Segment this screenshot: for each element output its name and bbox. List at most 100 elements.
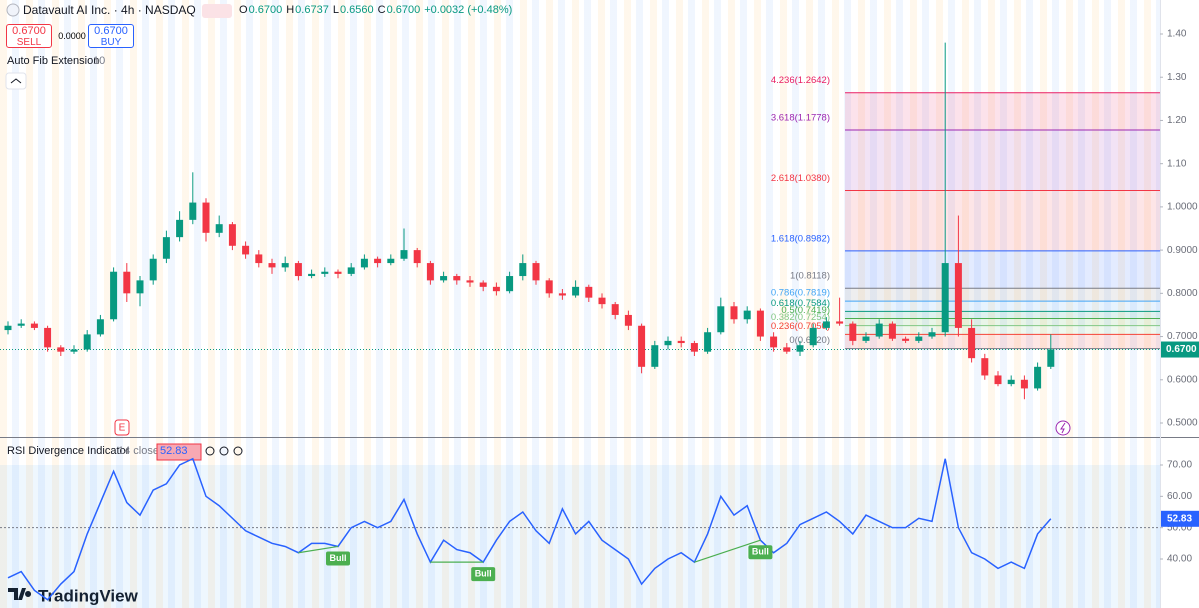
ohlc-key: H [286, 4, 295, 16]
brand-name: TradingView [38, 586, 139, 605]
candle-body [413, 250, 421, 264]
sell-button[interactable]: 0.6700 SELL [6, 24, 52, 48]
candle-body [624, 314, 632, 326]
fib-label: 0(0.6720) [789, 335, 830, 346]
price-tick-label: 1.0000 [1167, 202, 1198, 213]
candle-body [836, 321, 844, 324]
candle-body [123, 271, 131, 294]
fib-label: 0.236(0.7050) [771, 321, 830, 332]
candle-body [704, 332, 712, 352]
fib-label: 1(0.8118) [790, 271, 830, 282]
sell-label: SELL [16, 37, 42, 48]
candle-body [783, 347, 791, 352]
candle-body [717, 306, 725, 333]
rsi-value-box [156, 443, 202, 461]
price-tick-label: 0.9000 [1167, 245, 1198, 256]
candle-body [453, 276, 461, 281]
candle-body [968, 327, 976, 359]
earnings-label: E [119, 423, 126, 434]
buy-price: 0.6700 [94, 25, 128, 37]
buy-button[interactable]: 0.6700 BUY [88, 24, 134, 48]
rsi-tag [1161, 510, 1199, 527]
rsi-tick-label: 40.00 [1167, 554, 1192, 565]
collapse-icon [10, 78, 22, 84]
earnings-event[interactable] [114, 419, 130, 436]
rsi-line [7, 457, 1052, 601]
ohlc-value: 0.6560 [339, 4, 374, 16]
candle-body [981, 358, 989, 376]
bull-badge [326, 551, 350, 566]
rsi-value: 52.83 [160, 445, 188, 457]
divergence-line [298, 545, 339, 554]
fib-zone [845, 311, 1160, 319]
candle-body [915, 336, 923, 341]
candle-body [479, 282, 487, 287]
candle-body [532, 263, 540, 281]
candle-body [941, 263, 949, 333]
candle-body [743, 310, 751, 320]
candle-body [17, 323, 25, 326]
fib-label: 0.5(0.7419) [781, 305, 830, 316]
rsi-tag-label: 52.83 [1167, 513, 1192, 524]
candle-body [321, 271, 329, 274]
candle-body [875, 323, 883, 337]
event-icon [1060, 422, 1066, 434]
fib-zone [845, 288, 1160, 302]
price-tick-label: 1.10 [1167, 158, 1187, 169]
price-tick-label: 0.7000 [1167, 331, 1198, 342]
fib-zone [845, 190, 1160, 251]
candle-body [611, 304, 619, 315]
rsi-tick-label: 70.00 [1167, 460, 1192, 471]
candle-body [281, 263, 289, 268]
price-tick-label: 0.6000 [1167, 374, 1198, 385]
rsi-tick-label: 60.00 [1167, 491, 1192, 502]
session-stripes [0, 0, 1160, 608]
rsi-tick-label: 50.00 [1167, 522, 1192, 533]
rsi-band [0, 465, 1160, 608]
candle-body [585, 286, 593, 298]
fib-zone [845, 130, 1160, 191]
symbol-icon [6, 3, 20, 17]
candle-body [347, 267, 355, 274]
candle-body [796, 345, 804, 352]
candle-body [1020, 379, 1028, 389]
flag[interactable] [202, 4, 232, 18]
ohlc-key: O [239, 4, 248, 16]
candle-body [30, 323, 38, 328]
last-price-tag [1161, 341, 1199, 358]
rsi-params: 14 close [118, 445, 159, 457]
fib-label: 3.618(1.1778) [771, 113, 830, 124]
candle-body [228, 224, 236, 246]
dividend-event[interactable] [1055, 420, 1071, 436]
ohlc-value: 0.6737 [295, 4, 329, 16]
candle-body [110, 271, 118, 320]
price-tick-label: 0.5000 [1167, 418, 1198, 429]
candle-body [1047, 349, 1055, 367]
candle-body [83, 334, 91, 350]
bull-badge [748, 545, 773, 560]
bull-label: Bull [475, 569, 492, 579]
candle-body [360, 258, 368, 268]
rsi-name: RSI Divergence Indicator [7, 445, 130, 457]
candle-body [770, 336, 778, 348]
candle-body [558, 293, 566, 296]
candle-body [902, 338, 910, 341]
candle-body [57, 347, 65, 352]
candle-body [862, 336, 870, 341]
bull-label: Bull [752, 547, 769, 557]
ohlc: O0.6700 H0.6737 L0.6560 C0.6700 +0.0032 (+0.… [239, 4, 513, 16]
fib-label: 0.618(0.7584) [771, 298, 830, 309]
candle-body [136, 280, 144, 294]
fib-zone [845, 325, 1160, 335]
candle-body [44, 327, 52, 348]
candle-body [387, 258, 395, 264]
fib-label: 0.786(0.7819) [771, 288, 830, 299]
collapse-button[interactable] [5, 72, 27, 90]
candle-body [1034, 366, 1042, 389]
brand-logo [8, 588, 32, 600]
ohlc-key: C [377, 4, 386, 16]
price-tick-label: 0.8000 [1167, 288, 1198, 299]
last-price-label: 0.6700 [1166, 344, 1197, 355]
candle-body [638, 325, 646, 367]
